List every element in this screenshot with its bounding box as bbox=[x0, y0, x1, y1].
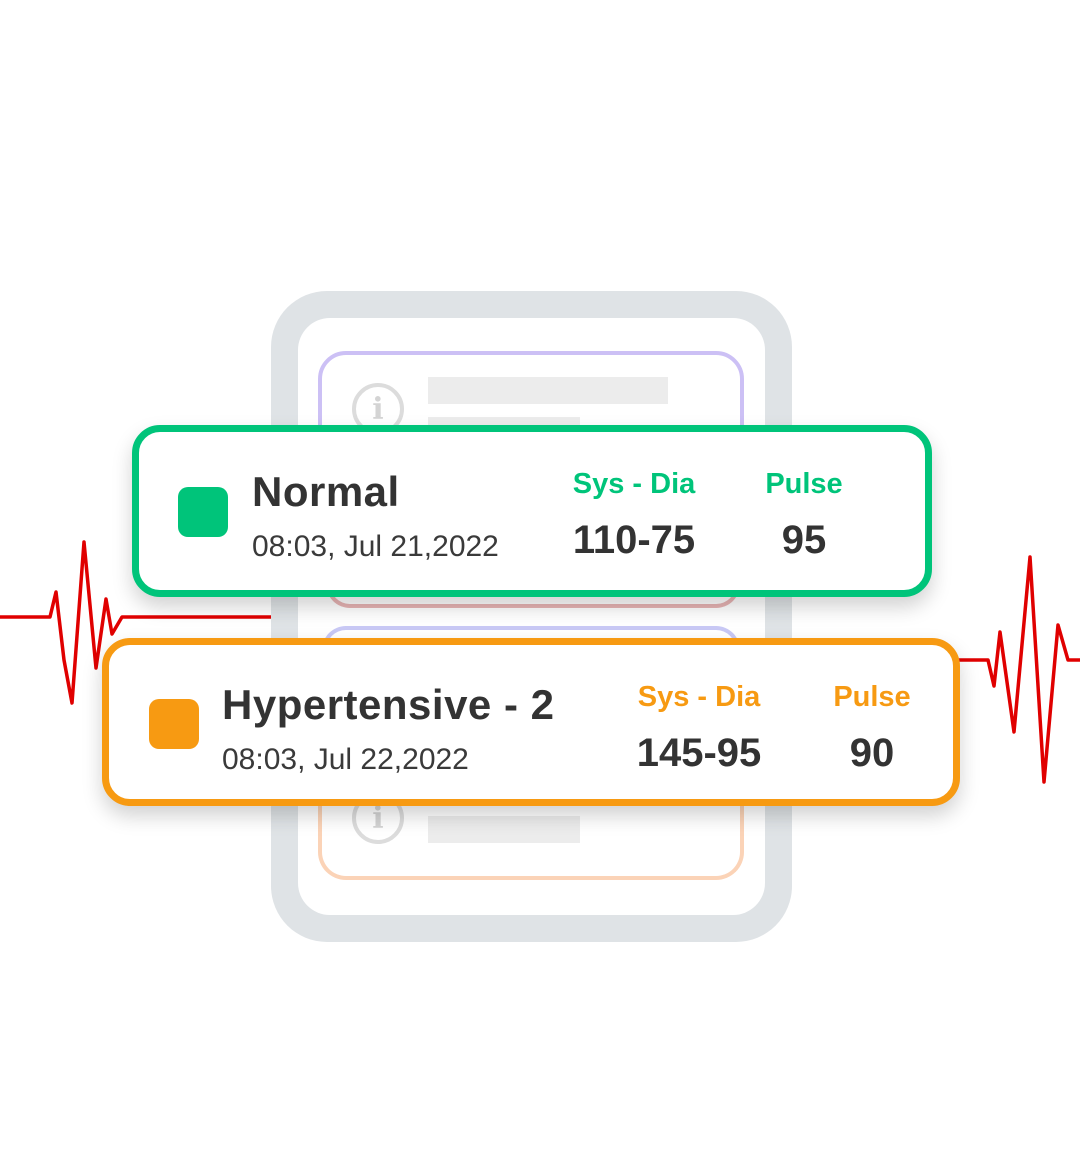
phone-screen: i i bbox=[298, 318, 765, 915]
status-title: Normal bbox=[252, 468, 400, 515]
status-indicator-normal bbox=[178, 487, 228, 537]
pulse-label: Pulse bbox=[765, 468, 843, 500]
sys-dia-value: 145-95 bbox=[636, 731, 762, 775]
pulse-value: 95 bbox=[781, 518, 827, 562]
phone-frame: i i bbox=[271, 291, 792, 942]
sys-dia-label: Sys - Dia bbox=[637, 681, 761, 713]
placeholder-line bbox=[428, 377, 668, 404]
reading-card-normal[interactable]: Normal 08:03, Jul 21,2022 Sys - Dia 110-… bbox=[132, 425, 932, 597]
pulse-value: 90 bbox=[849, 731, 895, 775]
pulse-label: Pulse bbox=[833, 681, 911, 713]
reading-datetime: 08:03, Jul 21,2022 bbox=[252, 530, 499, 563]
reading-card-hypertensive[interactable]: Hypertensive - 2 08:03, Jul 22,2022 Sys … bbox=[102, 638, 960, 806]
placeholder-line bbox=[428, 816, 580, 843]
status-indicator-hypertensive bbox=[149, 699, 199, 749]
reading-datetime: 08:03, Jul 22,2022 bbox=[222, 743, 469, 776]
sys-dia-label: Sys - Dia bbox=[572, 468, 696, 500]
sys-dia-value: 110-75 bbox=[572, 518, 696, 562]
status-title: Hypertensive - 2 bbox=[222, 681, 555, 728]
heartbeat-line-right bbox=[950, 555, 1080, 784]
